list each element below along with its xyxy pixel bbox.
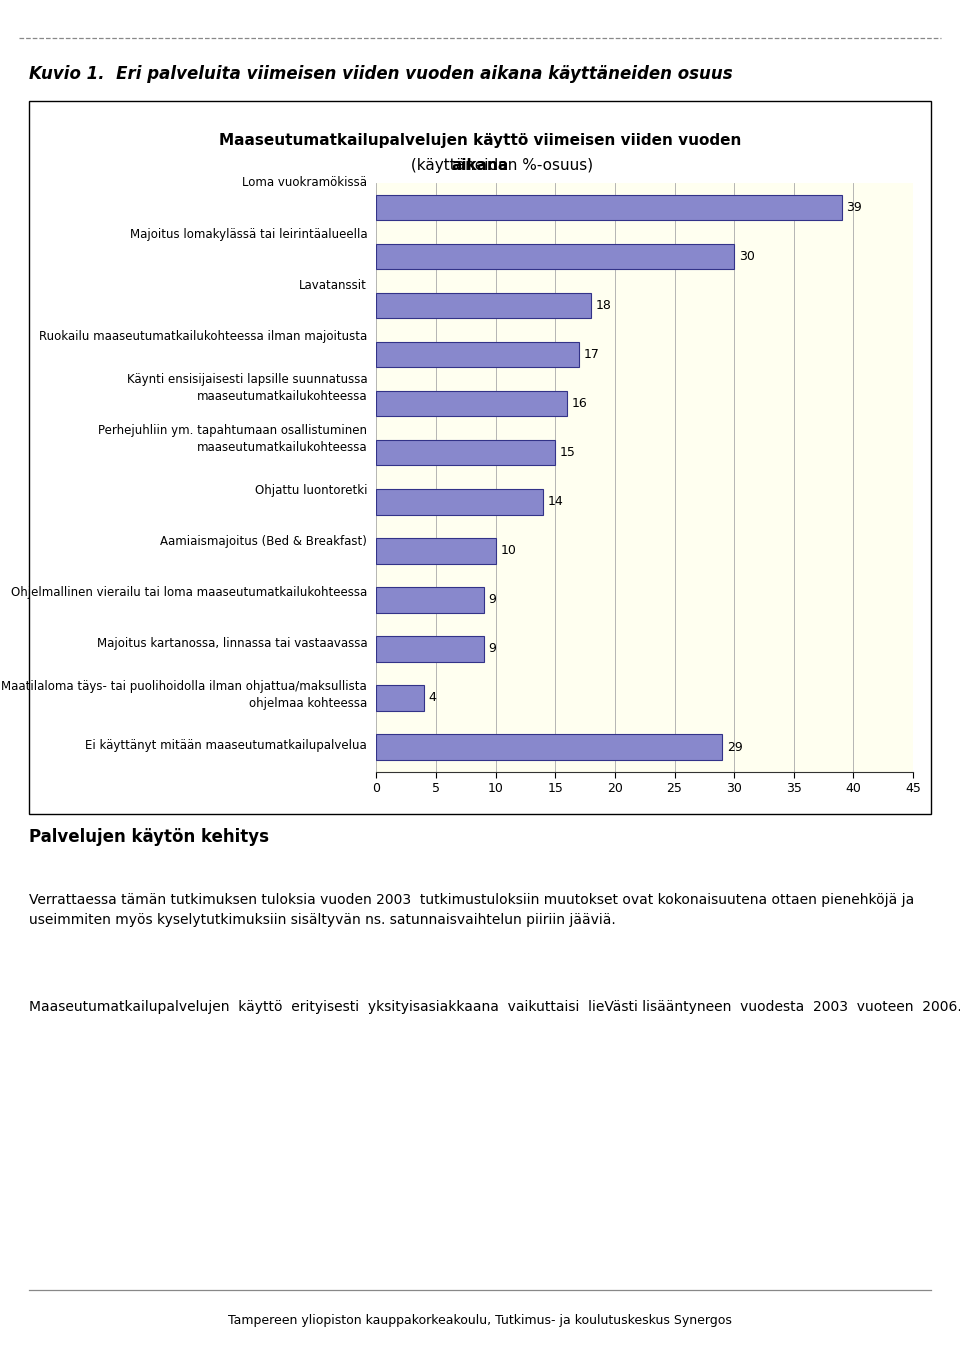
Text: Verrattaessa tämän tutkimuksen tuloksia vuoden 2003  tutkimustuloksiin muutokset: Verrattaessa tämän tutkimuksen tuloksia … bbox=[29, 892, 914, 927]
Text: 14: 14 bbox=[548, 495, 564, 509]
Text: Ohjelmallinen vierailu tai loma maaseutumatkailukohteessa: Ohjelmallinen vierailu tai loma maaseutu… bbox=[11, 586, 367, 599]
Text: 29: 29 bbox=[727, 740, 743, 754]
Text: Perhejuhliin ym. tapahtumaan osallistuminen: Perhejuhliin ym. tapahtumaan osallistumi… bbox=[98, 424, 367, 437]
Text: 10: 10 bbox=[500, 544, 516, 557]
Bar bbox=[376, 440, 555, 466]
Text: Käynti ensisijaisesti lapsille suunnatussa: Käynti ensisijaisesti lapsille suunnatus… bbox=[127, 373, 367, 386]
Text: 9: 9 bbox=[489, 594, 496, 606]
Text: 15: 15 bbox=[560, 447, 576, 459]
Text: aikana: aikana bbox=[451, 157, 509, 174]
Text: maaseutumatkailukohteessa: maaseutumatkailukohteessa bbox=[197, 441, 367, 454]
Text: (käyttäneiden %-osuus): (käyttäneiden %-osuus) bbox=[367, 157, 593, 174]
Bar bbox=[376, 293, 591, 319]
Bar bbox=[376, 489, 543, 514]
Bar bbox=[376, 342, 579, 367]
Text: Maaseutumatkailupalvelujen käyttö viimeisen viiden vuoden: Maaseutumatkailupalvelujen käyttö viimei… bbox=[219, 133, 741, 148]
Bar bbox=[376, 195, 842, 221]
Bar bbox=[376, 637, 484, 662]
Text: Maatilaloma täys- tai puolihoidolla ilman ohjattua/maksullista: Maatilaloma täys- tai puolihoidolla ilma… bbox=[2, 680, 367, 693]
Bar bbox=[376, 390, 567, 416]
Text: 17: 17 bbox=[584, 349, 600, 361]
Text: Maaseutumatkailupalvelujen  käyttö  erityisesti  yksityisasiakkaana  vaikuttaisi: Maaseutumatkailupalvelujen käyttö erityi… bbox=[29, 1000, 960, 1014]
Text: Ohjattu luontoretki: Ohjattu luontoretki bbox=[254, 483, 367, 497]
Text: Lavatanssit: Lavatanssit bbox=[300, 279, 367, 292]
Text: Majoitus lomakylässä tai leirintäalueella: Majoitus lomakylässä tai leirintäalueell… bbox=[130, 227, 367, 241]
Text: Loma vuokramökissä: Loma vuokramökissä bbox=[242, 176, 367, 190]
Bar bbox=[376, 244, 734, 269]
Text: 30: 30 bbox=[739, 250, 755, 262]
Text: Palvelujen käytön kehitys: Palvelujen käytön kehitys bbox=[29, 828, 269, 845]
Text: 18: 18 bbox=[596, 299, 612, 312]
Text: Tampereen yliopiston kauppakorkeakoulu, Tutkimus- ja koulutuskeskus Synergos: Tampereen yliopiston kauppakorkeakoulu, … bbox=[228, 1314, 732, 1327]
Text: ohjelmaa kohteessa: ohjelmaa kohteessa bbox=[249, 697, 367, 709]
Text: maaseutumatkailukohteessa: maaseutumatkailukohteessa bbox=[197, 390, 367, 402]
Text: Kuvio 1.  Eri palveluita viimeisen viiden vuoden aikana käyttäneiden osuus: Kuvio 1. Eri palveluita viimeisen viiden… bbox=[29, 65, 732, 82]
Text: Ei käyttänyt mitään maaseutumatkailupalvelua: Ei käyttänyt mitään maaseutumatkailupalv… bbox=[85, 739, 367, 752]
Text: Aamiaismajoitus (Bed & Breakfast): Aamiaismajoitus (Bed & Breakfast) bbox=[160, 534, 367, 548]
Text: 16: 16 bbox=[572, 397, 588, 411]
Text: Ruokailu maaseutumatkailukohteessa ilman majoitusta: Ruokailu maaseutumatkailukohteessa ilman… bbox=[39, 330, 367, 343]
Text: 9: 9 bbox=[489, 642, 496, 656]
Text: 39: 39 bbox=[847, 201, 862, 214]
Text: 4: 4 bbox=[429, 692, 437, 704]
Bar bbox=[376, 685, 424, 711]
Text: Majoitus kartanossa, linnassa tai vastaavassa: Majoitus kartanossa, linnassa tai vastaa… bbox=[97, 637, 367, 650]
Bar bbox=[376, 538, 495, 564]
Bar bbox=[376, 587, 484, 612]
Bar bbox=[376, 735, 722, 759]
